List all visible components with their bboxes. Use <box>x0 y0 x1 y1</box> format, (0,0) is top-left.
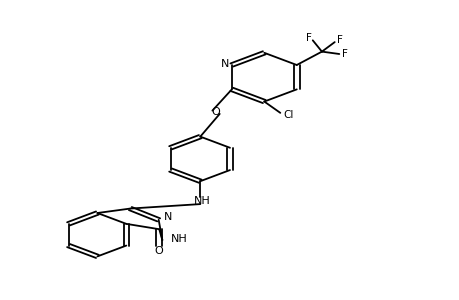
Text: F: F <box>341 49 347 59</box>
Text: NH: NH <box>170 235 187 244</box>
Text: O: O <box>211 106 220 116</box>
Text: N: N <box>164 212 172 223</box>
Text: N: N <box>221 59 229 69</box>
Text: F: F <box>306 33 311 43</box>
Text: F: F <box>336 35 342 45</box>
Text: NH: NH <box>194 196 211 206</box>
Text: Cl: Cl <box>283 110 293 120</box>
Text: O: O <box>155 246 163 256</box>
